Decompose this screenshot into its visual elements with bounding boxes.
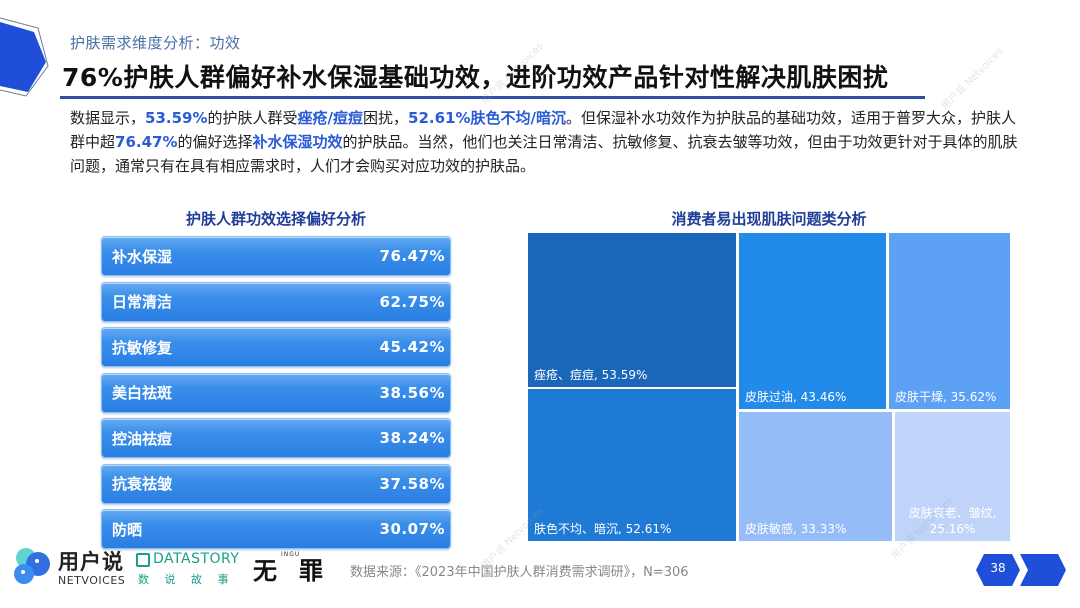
title-underline — [60, 96, 925, 99]
bar-label: 防晒 — [112, 520, 143, 539]
section-label: 护肤需求维度分析：功效 — [70, 34, 241, 52]
cell-label: 皮肤衰老、皱纹, 25.16% — [908, 506, 997, 536]
wuzui-logo: 无罪 — [253, 557, 345, 585]
cell-label: 皮肤敏感, 33.33% — [745, 522, 847, 536]
bar-label: 抗敏修复 — [112, 338, 173, 357]
body-text: 的护肤人群受 — [207, 109, 298, 127]
bar-label: 抗衰祛皱 — [112, 475, 173, 493]
bar-item: 防晒 30.07% — [101, 509, 451, 549]
bar-item: 控油祛痘 38.24% — [101, 418, 451, 458]
bar-value: 37.58% — [379, 474, 445, 493]
bar-item: 补水保湿 76.47% — [101, 236, 451, 276]
bar-label: 控油祛痘 — [112, 429, 173, 448]
highlight-text: 53.59% — [145, 109, 208, 127]
cell-label: 皮肤干燥, 35.62% — [895, 390, 997, 404]
body-text: 。但保湿补水功效作为护肤品的基础功效，适用于普罗大众，护肤人群中超 — [70, 109, 1016, 151]
highlight-text: 痤疮/痘痘 — [297, 109, 363, 127]
netvoices-logo-en: NETVOICES — [58, 574, 126, 587]
preference-bar-list: 补水保湿 76.47% 日常清洁 62.75% 抗敏修复 45.42% 美白祛斑 38.… — [101, 236, 451, 555]
bar-item: 美白祛斑 38.56% — [101, 372, 451, 413]
body-text: 的偏好选择 — [177, 133, 253, 151]
datastory-logo-en: DATASTORY — [153, 551, 240, 567]
bar-value: 38.24% — [379, 429, 445, 447]
bar-item: 抗衰祛皱 37.58% — [101, 463, 451, 504]
treemap-cell: 皮肤敏感, 33.33% — [739, 412, 892, 541]
right-chart-title: 消费者易出现肌肤问题类分析 — [671, 210, 867, 228]
summary-paragraph: 数据显示，53.59%的护肤人群受痤疮/痘痘困扰，52.61%肤色不均/暗沉。但… — [70, 106, 1020, 178]
corner-hexagon-decoration — [0, 17, 49, 97]
page-number-badge: 38 — [976, 552, 1068, 592]
wuzui-logo-small: INGU — [281, 551, 301, 558]
treemap-cell: 肤色不均、暗沉, 52.61% — [528, 389, 736, 541]
bar-value: 45.42% — [379, 338, 445, 356]
data-source: 数据来源：《2023年中国护肤人群消费需求调研》，N=306 — [350, 565, 689, 580]
bar-value: 62.75% — [379, 292, 445, 311]
bar-value: 76.47% — [379, 247, 445, 265]
cell-label: 肤色不均、暗沉, 52.61% — [534, 522, 672, 536]
page-badge-shape — [976, 554, 1066, 586]
body-text: 数据显示， — [70, 109, 146, 127]
bar-label: 补水保湿 — [112, 247, 173, 266]
bar-label: 日常清洁 — [112, 293, 173, 311]
highlight-text: 52.61%肤色不均/暗沉 — [408, 109, 566, 127]
body-text: 的护肤品。当然，他们也关注日常清洁、抗敏修复、抗衰去皱等功效，但由于功效更针对于… — [70, 133, 1018, 175]
skin-problem-treemap: 痤疮、痘痘, 53.59% 肤色不均、暗沉, 52.61% 皮肤过油, 43.4… — [528, 233, 1010, 541]
page-title: 76%护肤人群偏好补水保湿基础功效，进阶功效产品针对性解决肌肤困扰 — [62, 63, 889, 92]
highlight-text: 76.47% — [115, 133, 178, 151]
watermark: 用户说 Netvoices — [939, 45, 1006, 112]
bar-value: 30.07% — [379, 520, 445, 538]
body-text: 困扰， — [363, 109, 409, 127]
treemap-cell: 皮肤过油, 43.46% — [739, 233, 886, 409]
bar-label: 美白祛斑 — [112, 384, 173, 402]
bar-item: 日常清洁 62.75% — [101, 281, 451, 322]
treemap-cell: 痤疮、痘痘, 53.59% — [528, 233, 736, 387]
netvoices-logo-text: 用户说 — [58, 550, 124, 574]
page-number: 38 — [990, 561, 1006, 575]
datastory-logo-cn: 数 说 故 事 — [138, 573, 235, 586]
bar-value: 38.56% — [379, 383, 445, 402]
highlight-text: 补水保湿功效 — [252, 133, 343, 151]
datastory-logo-icon — [136, 553, 150, 567]
treemap-cell: 皮肤衰老、皱纹, 25.16% — [895, 412, 1010, 541]
bar-item: 抗敏修复 45.42% — [101, 327, 451, 367]
treemap-cell: 皮肤干燥, 35.62% — [889, 233, 1010, 409]
cell-label: 痤疮、痘痘, 53.59% — [534, 368, 648, 382]
cell-label: 皮肤过油, 43.46% — [745, 390, 847, 404]
left-chart-title: 护肤人群功效选择偏好分析 — [185, 210, 366, 228]
netvoices-logo-icon — [14, 548, 50, 584]
